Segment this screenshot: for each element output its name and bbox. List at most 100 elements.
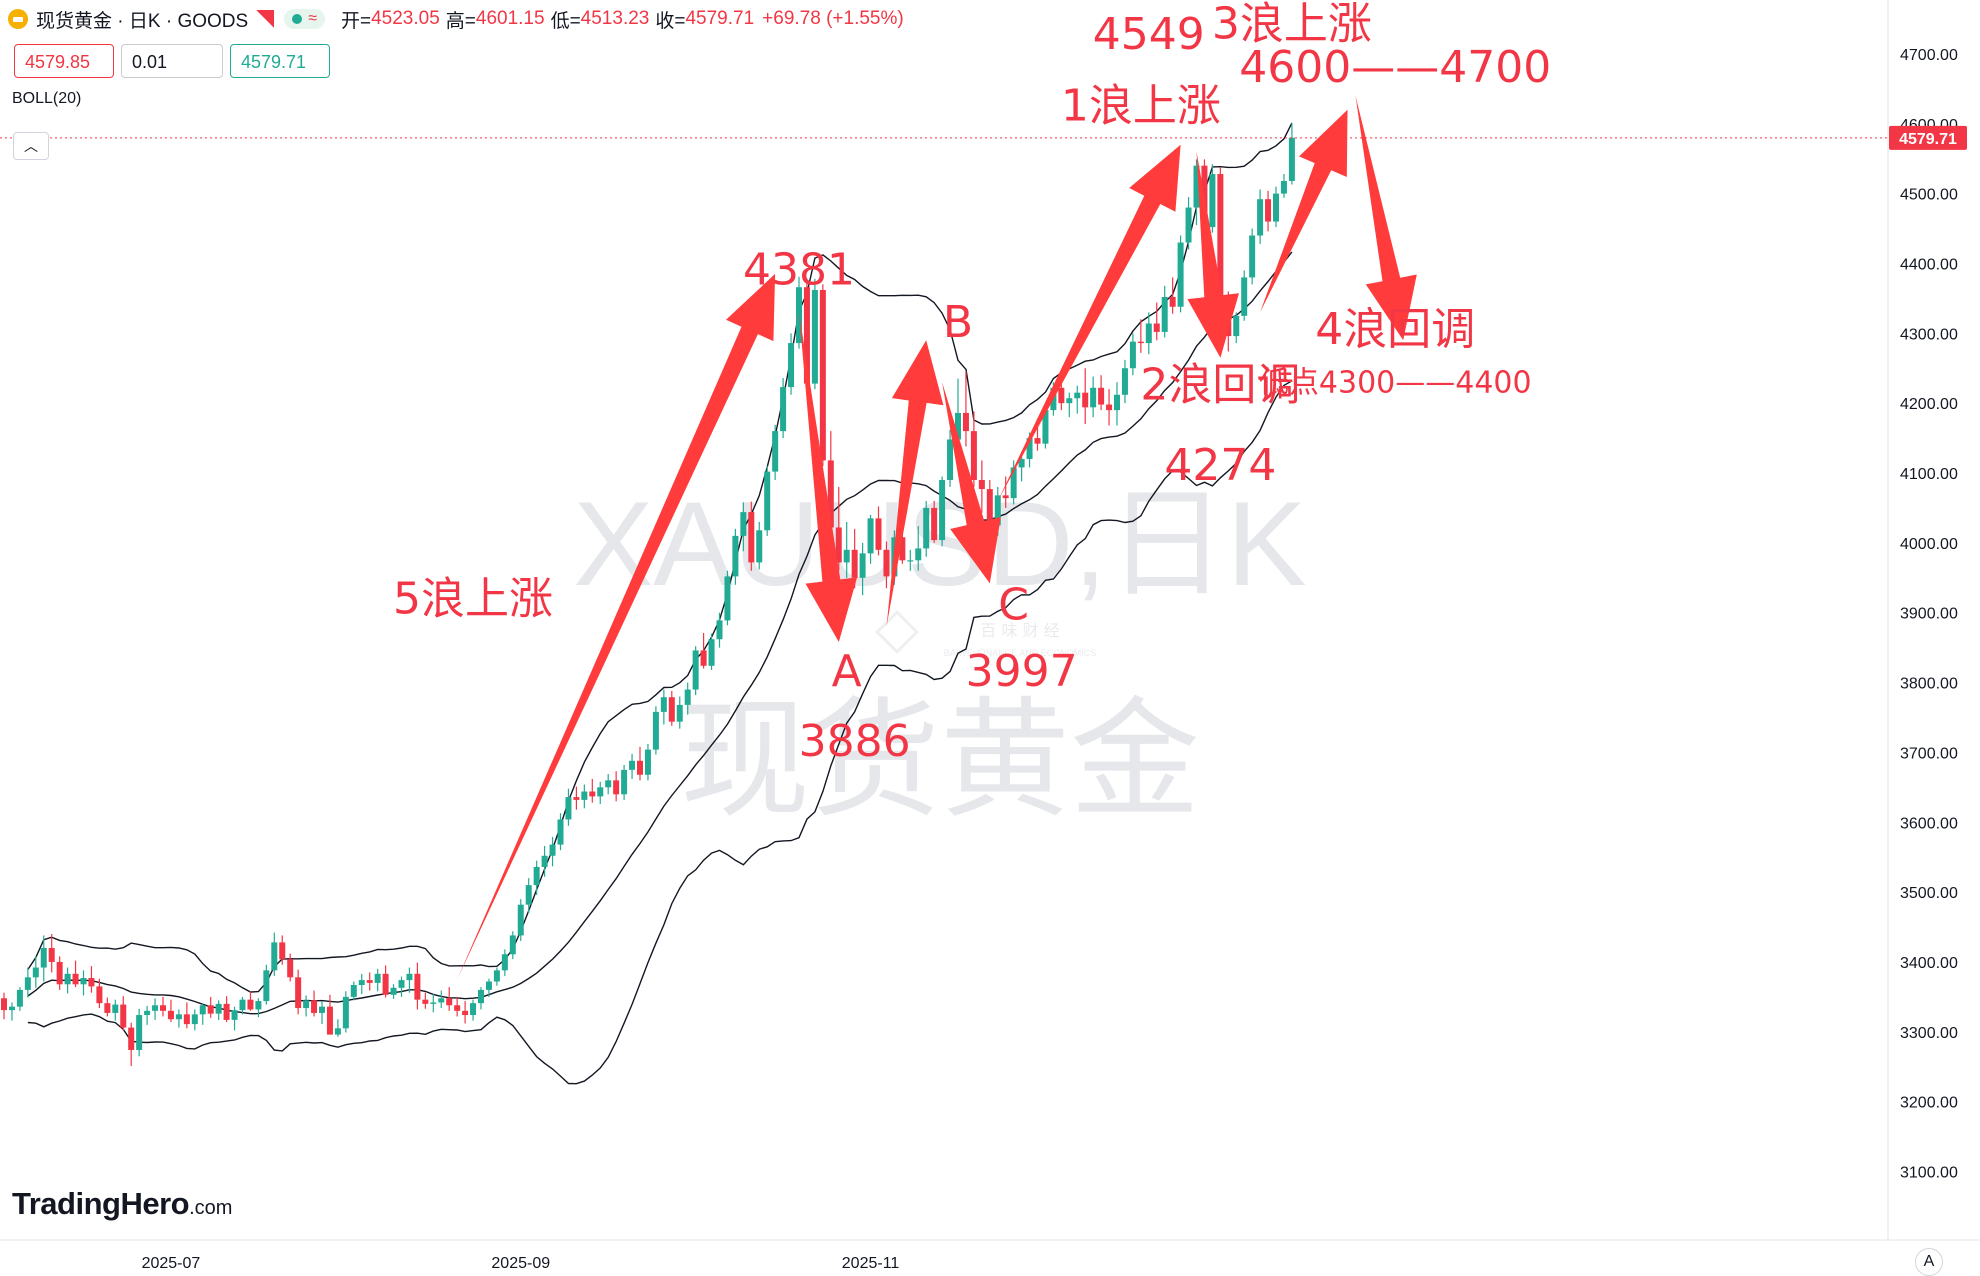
candle — [1209, 164, 1216, 233]
last-price-label: 4579.71 — [1899, 131, 1957, 148]
candle — [366, 972, 373, 991]
wave-annotation: 2浪回调 — [1140, 360, 1300, 411]
candle-body — [454, 1005, 461, 1011]
x-tick-label: 2025-11 — [842, 1255, 900, 1272]
candle-body — [96, 986, 103, 1004]
low-value: 4513.23 — [580, 8, 650, 29]
candle — [478, 987, 484, 1010]
candle — [581, 784, 588, 809]
candle-body — [819, 289, 826, 461]
candle — [152, 998, 159, 1020]
candle-body — [613, 780, 620, 795]
candle — [1185, 197, 1192, 250]
candle-body — [446, 998, 453, 1006]
candle-body — [493, 970, 500, 982]
candle-body — [621, 769, 628, 795]
candle — [374, 968, 381, 992]
candle — [128, 1022, 135, 1067]
candle — [708, 633, 715, 670]
wave-arrow — [997, 144, 1181, 501]
candle — [931, 500, 938, 543]
market-open-icon — [292, 14, 303, 24]
sell-button[interactable]: 4579.85 — [14, 44, 114, 78]
candle — [191, 1009, 198, 1031]
candle-body — [104, 1003, 111, 1013]
candle-body — [88, 978, 95, 987]
symbol-title[interactable]: 现货黄金 · 日K · GOODS — [36, 10, 249, 32]
auto-scale-button[interactable]: A — [1915, 1248, 1943, 1276]
candle — [358, 973, 365, 995]
candle — [1121, 359, 1128, 404]
candle — [907, 549, 914, 571]
market-status[interactable]: ≈ — [284, 9, 325, 29]
candle — [573, 786, 580, 810]
candle-body — [1002, 495, 1009, 499]
candle-body — [1217, 174, 1224, 321]
candle — [390, 984, 397, 999]
candle-body — [1280, 181, 1287, 194]
candle-body — [231, 1010, 238, 1020]
candle-body — [239, 999, 246, 1011]
candle-body — [764, 471, 771, 531]
candle — [1090, 376, 1097, 418]
candle-body — [843, 549, 850, 563]
wave-arrows — [457, 95, 1417, 980]
open-value: 4523.05 — [371, 8, 440, 29]
candle-body — [827, 460, 834, 528]
y-tick-label: 3300.00 — [1900, 1025, 1958, 1042]
candle-body — [931, 507, 938, 541]
candle — [947, 429, 954, 487]
x-tick-label: 2025-07 — [142, 1255, 201, 1272]
candle-body — [796, 287, 802, 344]
candle — [1241, 270, 1248, 321]
buy-button[interactable]: 4579.71 — [230, 44, 330, 78]
candle-body — [32, 967, 39, 978]
candle-body — [1169, 296, 1176, 307]
candle — [811, 278, 818, 390]
candle — [684, 682, 691, 715]
y-tick-label: 4700.00 — [1900, 47, 1958, 64]
collapse-button[interactable]: ︿ — [13, 132, 49, 160]
candle — [1098, 375, 1105, 411]
candle — [239, 996, 246, 1015]
candle-body — [517, 904, 524, 936]
high-label: 高= — [445, 10, 476, 32]
candle — [40, 935, 47, 982]
candle-body — [1249, 235, 1256, 278]
candle — [533, 860, 540, 895]
candle-body — [319, 1006, 325, 1013]
y-tick-label: 3900.00 — [1900, 606, 1958, 623]
candle — [24, 967, 31, 998]
change-value: +69.78 (+1.55%) — [762, 8, 904, 29]
candle — [144, 1005, 151, 1025]
boll-lower-band — [27, 380, 1293, 1085]
candle — [978, 460, 985, 513]
candle — [1010, 460, 1017, 505]
candle-body — [748, 512, 755, 563]
candle — [970, 411, 977, 487]
candle-body — [756, 530, 763, 563]
candle-body — [1193, 165, 1200, 208]
candle — [72, 960, 79, 988]
candle-body — [1185, 207, 1192, 243]
candle-body — [803, 287, 810, 384]
candle-body — [923, 507, 930, 549]
candle-body — [1066, 398, 1073, 404]
candle-body — [947, 439, 954, 480]
candle-body — [851, 549, 858, 578]
candle — [724, 570, 731, 626]
indicator-label[interactable]: BOLL(20) — [12, 90, 82, 107]
candle — [716, 612, 723, 648]
candle — [565, 788, 572, 826]
candle-body — [247, 999, 254, 1010]
y-tick-label: 3600.00 — [1900, 815, 1958, 832]
candle-body — [501, 954, 508, 971]
candle — [295, 969, 302, 1015]
candle-body — [557, 819, 564, 845]
candle-body — [40, 947, 47, 968]
wave-annotation: 1浪上涨 — [1061, 80, 1221, 131]
wave-annotation: 4549 — [1093, 9, 1205, 60]
lot-size-input[interactable]: 0.01 — [121, 44, 223, 78]
